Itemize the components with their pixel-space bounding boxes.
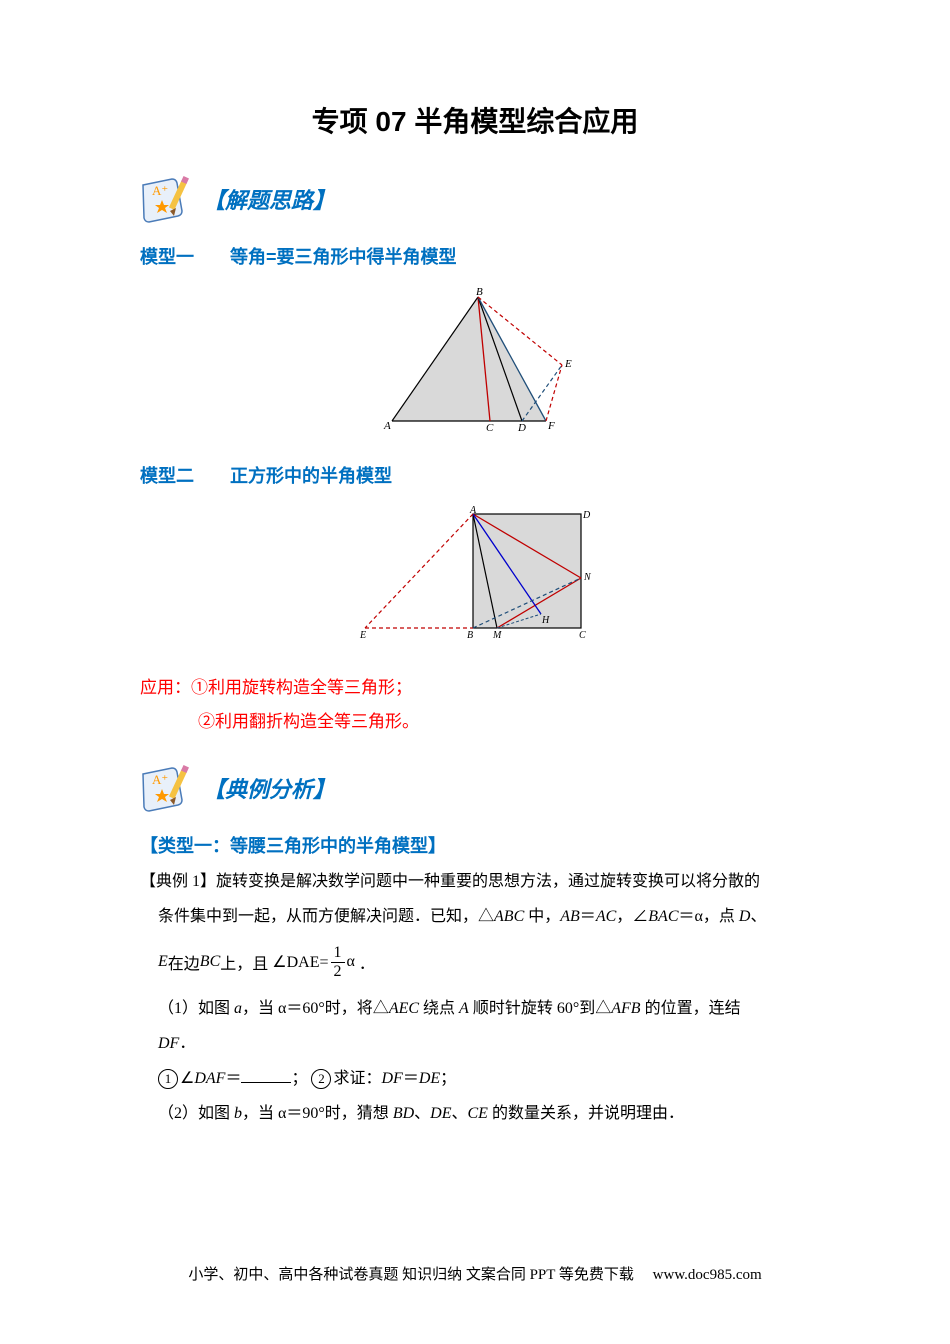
q3b: ，当 α＝90°时，猜想 [242, 1105, 393, 1122]
page-title: 专项 07 半角模型综合应用 [140, 100, 810, 140]
t3: ＝ [580, 908, 596, 925]
fp: 在边 [168, 950, 200, 974]
v-ce: CE [468, 1105, 488, 1122]
svg-text:E: E [564, 358, 572, 370]
section-label-2: 【典例分析】 [203, 772, 335, 804]
v-abc: ABC [494, 908, 524, 925]
model1-diagram: A B C D E F [140, 287, 810, 437]
q1a: （1）如图 [158, 1000, 234, 1017]
section-label-1: 【解题思路】 [203, 183, 335, 215]
application-line-1: 应用：①利用旋转构造全等三角形； [140, 671, 810, 705]
model1-heading: 模型一 等角=要三角形中得半角模型 [140, 243, 810, 269]
circled-1: 1 [158, 1069, 178, 1089]
q2d: 求证： [333, 1070, 381, 1087]
v-e: E [158, 953, 168, 971]
q3d: 、 [451, 1105, 467, 1122]
q1b: ，当 α＝60°时，将△ [242, 1000, 389, 1017]
svg-text:B: B [476, 287, 483, 298]
formula: ∠DAE= 1 2 α [272, 944, 355, 980]
svg-text:F: F [547, 420, 555, 432]
t6: 、 [750, 908, 766, 925]
v-daf: DAF [194, 1070, 225, 1087]
svg-text:D: D [582, 510, 591, 521]
model2-diagram: A B C D E H M N [140, 506, 810, 646]
q1e: 的位置，连结 [641, 1000, 741, 1017]
notebook-icon-2: A⁺ [140, 764, 195, 812]
v-aec: AEC [389, 1000, 419, 1017]
q3a: （2）如图 [158, 1105, 234, 1122]
example1-body: 【典例 1】旋转变换是解决数学问题中一种重要的思想方法，通过旋转变换可以将分散的 [140, 864, 810, 899]
model2-heading: 模型二 正方形中的半角模型 [140, 462, 810, 488]
v-a1: a [234, 1000, 242, 1017]
footer-url: www.doc985.com [653, 1267, 762, 1283]
fm: 上，且 [220, 950, 268, 974]
fraction: 1 2 [331, 944, 345, 980]
example1-line2: 条件集中到一起，从而方便解决问题．已知，△ABC 中，AB＝AC，∠BAC＝α，… [140, 899, 810, 934]
circled-2: 2 [311, 1069, 331, 1089]
q2e: ＝ [403, 1070, 419, 1087]
blank-fill [241, 1069, 291, 1083]
app-text-1: ①利用旋转构造全等三角形； [191, 678, 412, 697]
ex1-p1a: 旋转变换是解决数学问题中一种重要的思想方法，通过旋转变换可以将分散的 [216, 873, 760, 890]
q2c: ； [291, 1070, 307, 1087]
ex1-prefix: 【典例 1】 [140, 873, 216, 890]
type1-heading: 【类型一：等腰三角形中的半角模型】 [140, 832, 810, 858]
v-df2: DF [382, 1070, 403, 1087]
q1f: ． [179, 1035, 195, 1052]
example1-formula-row: E 在边 BC 上，且 ∠DAE= 1 2 α ． [140, 944, 810, 980]
frac-den: 2 [331, 963, 345, 981]
svg-text:H: H [541, 615, 550, 626]
v-de: DE [419, 1070, 440, 1087]
q1d: 顺时针旋转 60°到△ [469, 1000, 611, 1017]
example1-q1: （1）如图 a，当 α＝60°时，将△AEC 绕点 A 顺时针旋转 60°到△A… [140, 991, 810, 1026]
v-bd: BD [393, 1105, 414, 1122]
t5: ＝α，点 [679, 908, 739, 925]
fe: ． [359, 950, 375, 974]
svg-text:A⁺: A⁺ [152, 772, 168, 787]
q2f: ； [440, 1070, 456, 1087]
example1-q2: 1∠DAF＝； 2求证：DF＝DE； [140, 1061, 810, 1096]
rhs: α [347, 953, 355, 971]
t2: 中， [524, 908, 560, 925]
section-example-analysis: A⁺ 【典例分析】 [140, 764, 810, 812]
svg-text:E: E [359, 630, 366, 641]
svg-text:A: A [469, 506, 477, 516]
v-d: D [739, 908, 751, 925]
footer-text: 小学、初中、高中各种试卷真题 知识归纳 文案合同 PPT 等免费下载 [188, 1267, 634, 1283]
t4: ，∠ [616, 908, 648, 925]
v-ab: AB [560, 908, 580, 925]
q3e: 的数量关系，并说明理由． [488, 1105, 684, 1122]
q1c: 绕点 [419, 1000, 459, 1017]
app-prefix: 应用： [140, 678, 191, 697]
t1: 条件集中到一起，从而方便解决问题．已知，△ [158, 908, 494, 925]
q2b: ＝ [225, 1070, 241, 1087]
svg-text:C: C [579, 630, 586, 641]
frac-num: 1 [331, 944, 345, 963]
notebook-icon: A⁺ [140, 175, 195, 223]
example1-q3: （2）如图 b，当 α＝90°时，猜想 BD、DE、CE 的数量关系，并说明理由… [140, 1096, 810, 1131]
svg-text:M: M [492, 630, 502, 641]
q3c: 、 [414, 1105, 430, 1122]
v-de2: DE [430, 1105, 451, 1122]
v-bac: BAC [648, 908, 678, 925]
svg-text:C: C [486, 422, 494, 432]
v-b: b [234, 1105, 242, 1122]
footer: 小学、初中、高中各种试卷真题 知识归纳 文案合同 PPT 等免费下载 www.d… [0, 1263, 950, 1284]
svg-text:A: A [383, 420, 391, 432]
v-ac: AC [596, 908, 616, 925]
lhs: ∠DAE= [272, 952, 328, 972]
v-a2: A [459, 1000, 469, 1017]
v-df: DF [158, 1035, 179, 1052]
q2a: ∠ [180, 1070, 194, 1087]
application-block: 应用：①利用旋转构造全等三角形； ②利用翻折构造全等三角形。 [140, 671, 810, 739]
v-bc: BC [200, 953, 220, 971]
svg-text:D: D [517, 422, 526, 432]
svg-text:B: B [467, 630, 473, 641]
v-afb: AFB [611, 1000, 640, 1017]
svg-text:N: N [583, 572, 592, 583]
application-line-2: ②利用翻折构造全等三角形。 [140, 705, 810, 739]
example1-q1df: DF． [140, 1026, 810, 1061]
svg-text:A⁺: A⁺ [152, 183, 168, 198]
section-solution-thinking: A⁺ 【解题思路】 [140, 175, 810, 223]
